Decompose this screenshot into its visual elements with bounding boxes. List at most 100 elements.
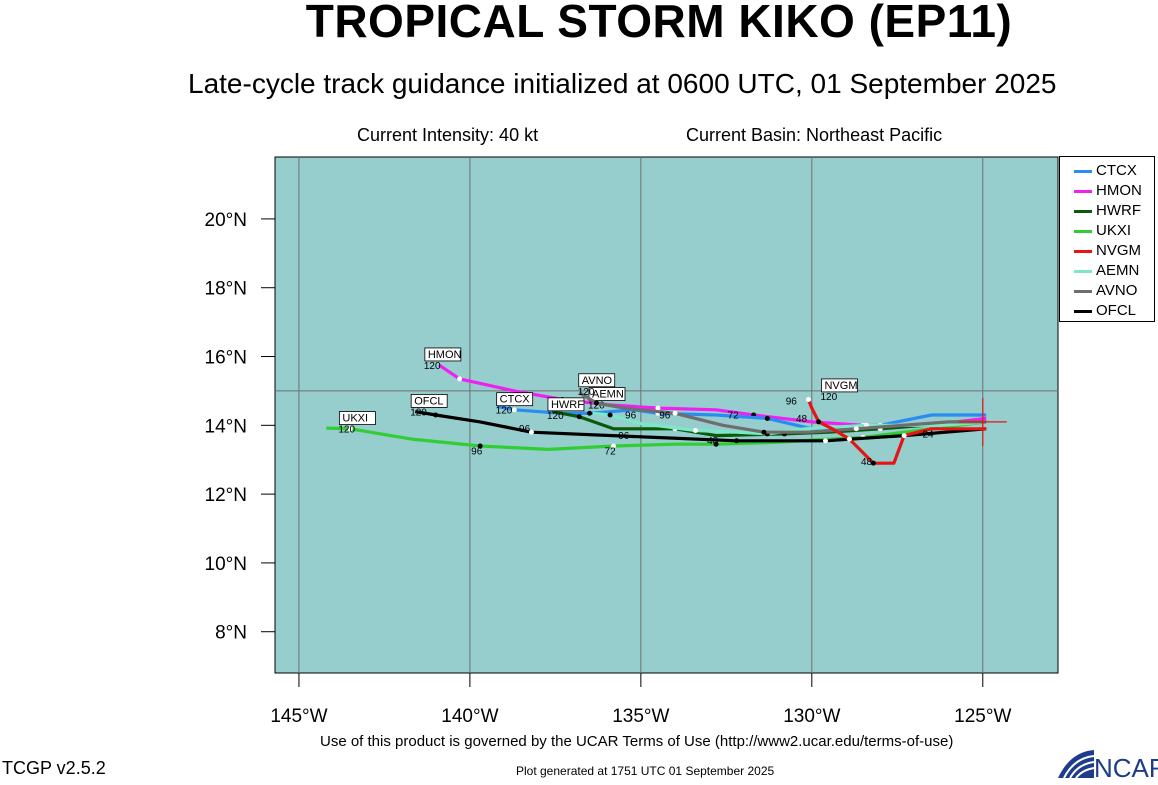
legend-label: AVNO [1096,282,1138,299]
legend-label: HWRF [1096,202,1141,219]
lon-tick-label: 125°W [954,706,1011,727]
model-tag-box [547,397,585,412]
track-point [433,412,439,418]
track-point [347,426,353,432]
model-tag-avno: AVNO [582,375,613,387]
model-tag-box [588,387,626,401]
forecast-hour-label: 96 [659,410,671,421]
legend-swatch [1074,290,1092,293]
forecast-hour-label: 96 [519,424,531,435]
track-point [822,438,828,444]
track-point [576,414,582,420]
track-point [734,438,740,444]
legend-swatch [1074,310,1092,313]
lat-tick-label: 10°N [205,554,247,575]
forecast-hour-label: 96 [786,397,798,408]
legend-item-nvgm: NVGM [1070,241,1156,261]
legend-label: UKXI [1096,222,1132,239]
legend-item-ukxi: UKXI [1070,221,1156,241]
track-point [805,397,811,403]
track-point [593,400,599,406]
model-tag-box [496,392,534,407]
forecast-hour-label: 120 [547,411,564,422]
lon-tick-label: 130°W [783,706,840,727]
legend-item-hwrf: HWRF [1070,201,1156,221]
lat-tick-label: 14°N [205,416,247,437]
forecast-hour-label: 120 [820,392,837,403]
track-point [870,460,876,466]
legend-swatch [1074,270,1092,273]
model-tag-hwrf: HWRF [551,399,584,411]
forecast-hour-label: 120 [588,401,605,412]
track-point [846,436,852,442]
lat-tick-label: 20°N [205,210,247,231]
lat-tick-label: 18°N [205,279,247,300]
model-tag-aemn: AEMN [592,389,624,401]
forecast-hour-label: 120 [578,387,595,398]
legend-label: OFCL [1096,302,1137,319]
model-tag-nvgm: NVGM [824,380,857,392]
legend-label: AEMN [1096,262,1140,279]
forecast-hour-label: 120 [424,361,441,372]
lon-tick-label: 135°W [612,706,669,727]
track-point [713,441,719,447]
model-tag-ctcx: CTCX [500,394,531,406]
model-tag-hmon: HMON [428,349,462,361]
storm-title: TROPICAL STORM KIKO (EP11) [305,0,1013,47]
ncar-logo: NCAR [1050,748,1158,783]
plot-generated: Plot generated at 1751 UTC 01 September … [516,764,775,778]
track-point [511,407,517,413]
legend-swatch [1074,190,1092,193]
track-ofcl [414,410,987,443]
track-point [457,376,463,382]
ncar-logo-text: NCAR [1094,753,1158,780]
track-point [693,427,699,433]
forecast-hour-label: 120 [496,406,513,417]
track-point [528,429,534,435]
forecast-hour-label: 120 [338,425,355,436]
track-nvgm [806,398,987,465]
terms-of-use[interactable]: Use of this product is governed by the U… [320,733,954,750]
track-avno [578,391,987,434]
track-point [901,433,907,439]
tcgp-version: TCGP v2.5.2 [2,758,106,778]
model-tag-box [821,378,858,393]
track-point [655,405,661,411]
legend-item-hmon: HMON [1070,181,1156,201]
guidance-subtitle: Late-cycle track guidance initialized at… [188,68,1057,99]
track-point [611,443,617,449]
legend-item-aemn: AEMN [1070,261,1156,281]
forecast-hour-label: 96 [618,431,630,442]
forecast-hour-label: 72 [605,447,617,458]
legend-label: HMON [1096,182,1142,199]
lon-tick-label: 140°W [441,706,498,727]
legend-label: NVGM [1096,242,1141,259]
legend-item-avno: AVNO [1070,281,1156,301]
forecast-hour-label: 48 [707,436,719,447]
legend-swatch [1074,210,1092,213]
model-legend: CTCX HMON HWRF UKXI NVGM AEMN AVNO OFCL [1059,156,1155,322]
track-point [761,429,767,435]
legend-item-ctcx: CTCX [1070,161,1156,181]
track-point [764,415,770,421]
current-intensity: Current Intensity: 40 kt [357,125,539,145]
track-point [587,410,593,416]
track-point [477,443,483,449]
forecast-hour-label: 48 [861,457,873,468]
legend-swatch [1074,170,1092,173]
forecast-hour-label: 96 [625,410,637,421]
forecast-hour-label: 48 [796,414,808,425]
model-tag-box [338,411,376,426]
lon-tick-label: 145°W [270,706,327,727]
track-hwrf [551,410,987,438]
forecast-hour-label: 72 [728,410,740,421]
track-point [853,426,859,432]
track-point [816,419,822,425]
current-basin: Current Basin: Northeast Pacific [686,125,943,145]
lat-tick-label: 12°N [205,485,247,506]
legend-item-ofcl: OFCL [1070,301,1156,321]
lat-tick-label: 16°N [205,348,247,369]
model-tag-box [424,347,462,362]
model-tag-ofcl: OFCL [414,395,443,407]
